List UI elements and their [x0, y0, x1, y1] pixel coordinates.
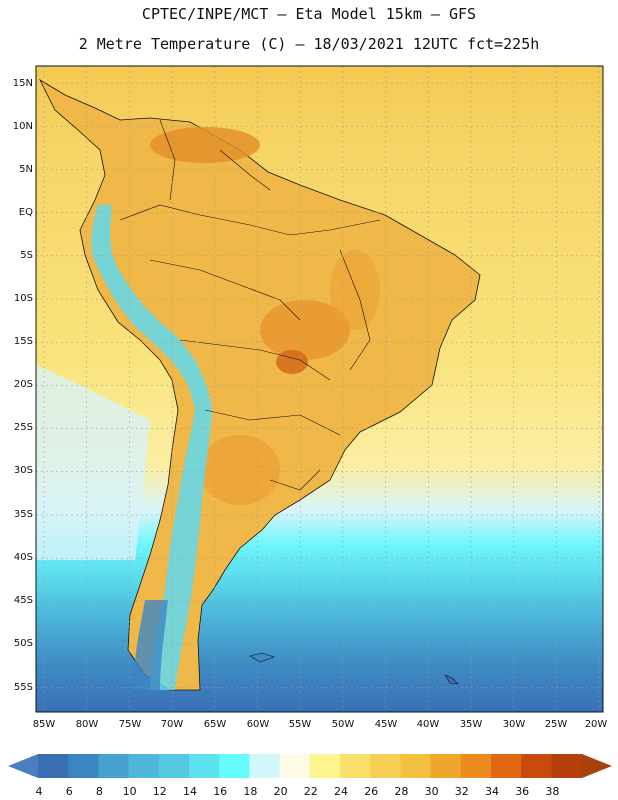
colorbar-tick-label: 18 [243, 785, 257, 798]
lat-label-15n: 15N [13, 78, 33, 89]
colorbar-tick-label: 8 [96, 785, 103, 798]
lat-label-eq: EQ [19, 207, 33, 218]
colorbar-tick-label: 16 [213, 785, 227, 798]
colorbar-swatch [400, 754, 432, 778]
colorbar-swatch [98, 754, 130, 778]
lat-label-30s: 30S [14, 465, 33, 476]
lon-label-20w: 20W [585, 719, 608, 730]
lat-label-40s: 40S [14, 552, 33, 563]
lon-label-80w: 80W [76, 719, 99, 730]
colorbar-tick-label: 38 [545, 785, 559, 798]
colorbar-swatch [249, 754, 281, 778]
colorbar-swatch [340, 754, 371, 778]
lat-label-50s: 50S [14, 638, 33, 649]
lon-label-75w: 75W [119, 719, 142, 730]
colorbar-swatch [309, 754, 341, 778]
colorbar-tick-label: 4 [36, 785, 43, 798]
lat-label-25s: 25S [14, 422, 33, 433]
hot-zone-argentina [200, 435, 280, 505]
colorbar-tick-label: 32 [455, 785, 469, 798]
longitude-ticks: 85W 80W 75W 70W 65W 60W 55W 50W 45W 40W … [33, 719, 608, 730]
lat-label-5n: 5N [19, 164, 33, 175]
lon-label-85w: 85W [33, 719, 56, 730]
lon-label-40w: 40W [417, 719, 440, 730]
lon-label-70w: 70W [161, 719, 184, 730]
colorbar-tick-label: 28 [394, 785, 408, 798]
south-america-landmass [39, 78, 481, 691]
pacific-cool-band [36, 365, 150, 560]
colorbar-tick-label: 10 [123, 785, 137, 798]
lon-label-30w: 30W [503, 719, 526, 730]
lat-label-20s: 20S [14, 379, 33, 390]
colorbar-swatch [68, 754, 99, 778]
patagonia-cold-zone [134, 600, 168, 690]
colorbar-tick-label: 26 [364, 785, 378, 798]
latitude-ticks: 15N 10N 5N EQ 5S 10S 15S 20S 25S 30S 35S… [13, 78, 33, 693]
colorbar-swatch [370, 754, 401, 778]
warm-zone-east-brazil [330, 250, 380, 330]
colorbar-tick-label: 6 [66, 785, 73, 798]
lon-label-60w: 60W [247, 719, 270, 730]
colorbar-tick-label: 20 [274, 785, 288, 798]
map-frame [35, 65, 604, 713]
colorbar-swatch [38, 754, 69, 778]
colorbar-swatch [128, 754, 160, 778]
lat-label-10s: 10S [14, 293, 33, 304]
map-title-line1: CPTEC/INPE/MCT – Eta Model 15km – GFS [141, 5, 477, 23]
temperature-colorbar: 4 6 8 10 12 14 16 18 20 22 24 26 28 30 32 34 36 38 [8, 754, 612, 798]
colorbar-swatch [460, 754, 492, 778]
lon-label-65w: 65W [204, 719, 227, 730]
lat-label-55s: 55S [14, 682, 33, 693]
map-title-line2: 2 Metre Temperature (C) – 18/03/2021 12U… [78, 35, 540, 53]
lon-label-35w: 35W [460, 719, 483, 730]
colorbar-tick-label: 34 [485, 785, 499, 798]
colorbar-swatch [491, 754, 522, 778]
country-borders [119, 119, 381, 491]
colorbar-tick-label: 22 [304, 785, 318, 798]
colorbar-swatch [279, 754, 311, 778]
colorbar-tick-label: 14 [183, 785, 197, 798]
lon-label-25w: 25W [545, 719, 568, 730]
andes-cold-strip [91, 205, 212, 690]
map-plot-area [36, 66, 603, 712]
lon-label-55w: 55W [289, 719, 312, 730]
falkland-islands [249, 652, 275, 663]
lat-label-35s: 35S [14, 509, 33, 520]
colorbar-low-arrow [8, 754, 38, 778]
colorbar-swatch [189, 754, 220, 778]
colorbar-tick-label: 24 [334, 785, 348, 798]
colorbar-tick-label: 30 [425, 785, 439, 798]
hot-zone-central-brazil [260, 300, 350, 360]
lat-label-45s: 45S [14, 595, 33, 606]
lat-label-15s: 15S [14, 336, 33, 347]
lat-label-5s: 5S [20, 250, 33, 261]
south-georgia-island [444, 674, 459, 685]
colorbar-swatch [219, 754, 250, 778]
colorbar-swatch [430, 754, 462, 778]
colorbar-tick-label: 36 [515, 785, 529, 798]
colorbar-swatch [521, 754, 552, 778]
lat-label-10n: 10N [13, 121, 33, 132]
colorbar-swatch [551, 754, 583, 778]
hot-zone-venezuela [150, 127, 260, 163]
colorbar-swatch [158, 754, 190, 778]
lon-label-50w: 50W [332, 719, 355, 730]
colorbar-tick-label: 12 [153, 785, 167, 798]
lon-label-45w: 45W [375, 719, 398, 730]
colorbar-high-arrow [582, 754, 612, 778]
